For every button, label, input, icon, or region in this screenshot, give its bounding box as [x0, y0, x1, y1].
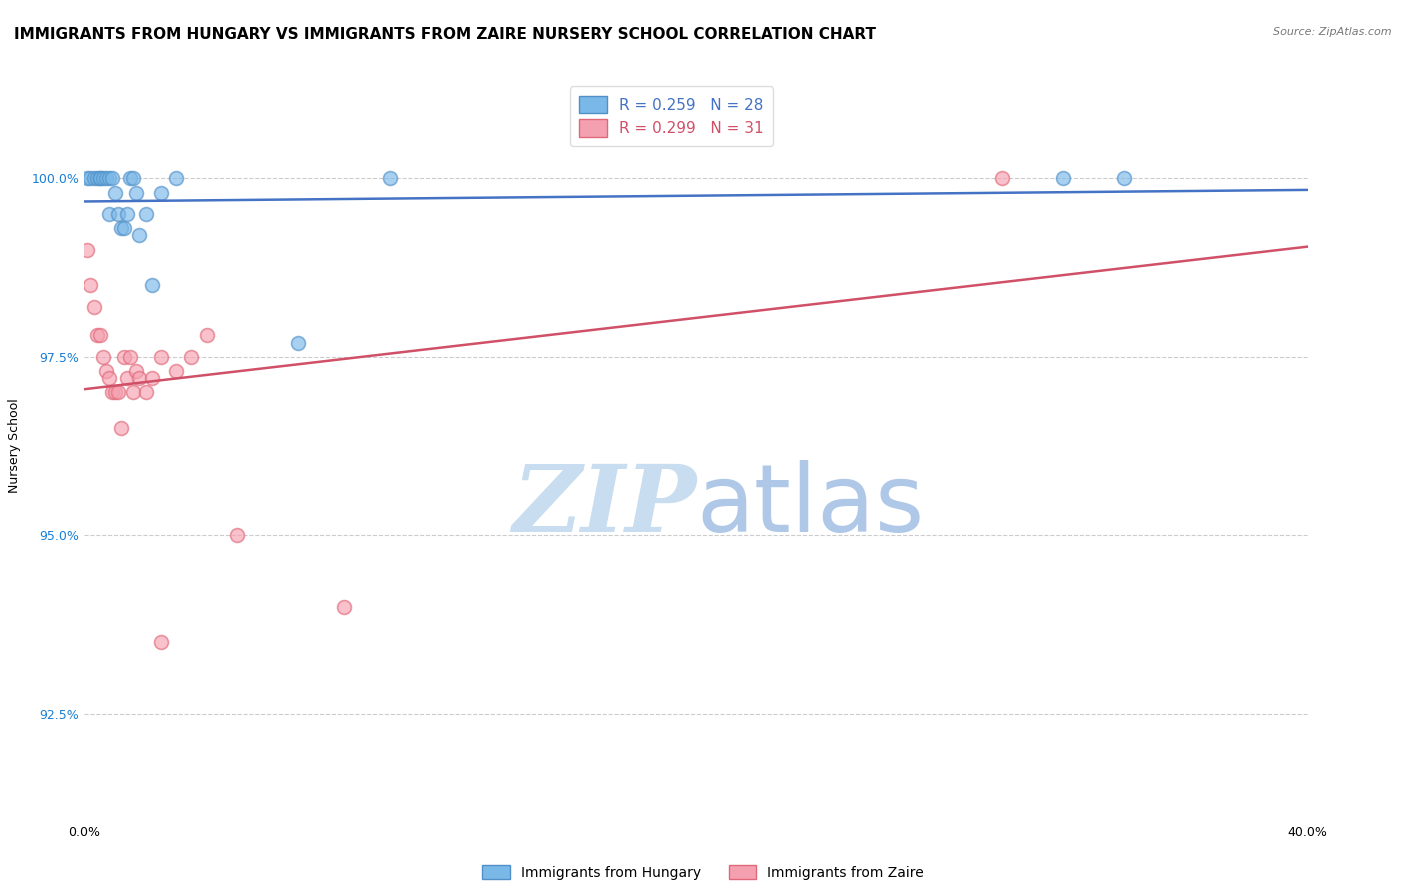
Point: [165, 364, 187, 378]
Text: ZIP: ZIP: [512, 461, 696, 551]
Point: [380, 171, 402, 186]
Point: [287, 335, 309, 350]
Point: [79, 171, 101, 186]
Point: [97, 207, 120, 221]
Point: [112, 350, 135, 364]
Point: [86, 171, 108, 186]
Point: [165, 171, 187, 186]
Point: [135, 385, 157, 400]
Point: [991, 171, 1014, 186]
Point: [149, 350, 172, 364]
Point: [76, 171, 98, 186]
Point: [110, 221, 132, 235]
Point: [97, 171, 120, 186]
Point: [115, 207, 138, 221]
Point: [120, 171, 142, 186]
Point: [120, 350, 142, 364]
Point: [79, 278, 101, 293]
Point: [91, 350, 114, 364]
Text: IMMIGRANTS FROM HUNGARY VS IMMIGRANTS FROM ZAIRE NURSERY SCHOOL CORRELATION CHAR: IMMIGRANTS FROM HUNGARY VS IMMIGRANTS FR…: [14, 27, 876, 42]
Point: [76, 243, 98, 257]
Point: [83, 171, 105, 186]
Point: [226, 528, 249, 542]
Point: [104, 186, 127, 200]
Point: [89, 328, 111, 343]
Point: [122, 385, 145, 400]
Point: [107, 207, 129, 221]
Point: [94, 364, 117, 378]
Point: [107, 385, 129, 400]
Point: [83, 300, 105, 314]
Point: [195, 328, 218, 343]
Point: [115, 371, 138, 385]
Point: [101, 171, 124, 186]
Point: [180, 350, 202, 364]
Point: [97, 371, 120, 385]
Text: atlas: atlas: [696, 460, 924, 552]
Point: [128, 371, 150, 385]
Point: [91, 171, 114, 186]
Text: Source: ZipAtlas.com: Source: ZipAtlas.com: [1274, 27, 1392, 37]
Point: [101, 385, 124, 400]
Point: [94, 171, 117, 186]
Point: [125, 186, 148, 200]
Point: [89, 171, 111, 186]
Point: [141, 371, 163, 385]
Legend: R = 0.259   N = 28, R = 0.299   N = 31: R = 0.259 N = 28, R = 0.299 N = 31: [571, 87, 773, 146]
Point: [1114, 171, 1136, 186]
Point: [104, 385, 127, 400]
Point: [86, 328, 108, 343]
Point: [1052, 171, 1074, 186]
Point: [122, 171, 145, 186]
Point: [149, 186, 172, 200]
Point: [112, 221, 135, 235]
Point: [135, 207, 157, 221]
Point: [128, 228, 150, 243]
Point: [149, 635, 172, 649]
Legend: Immigrants from Hungary, Immigrants from Zaire: Immigrants from Hungary, Immigrants from…: [477, 859, 929, 885]
Point: [89, 171, 111, 186]
Point: [110, 421, 132, 435]
Point: [333, 599, 356, 614]
Point: [141, 278, 163, 293]
Point: [125, 364, 148, 378]
Y-axis label: Nursery School: Nursery School: [7, 399, 21, 493]
